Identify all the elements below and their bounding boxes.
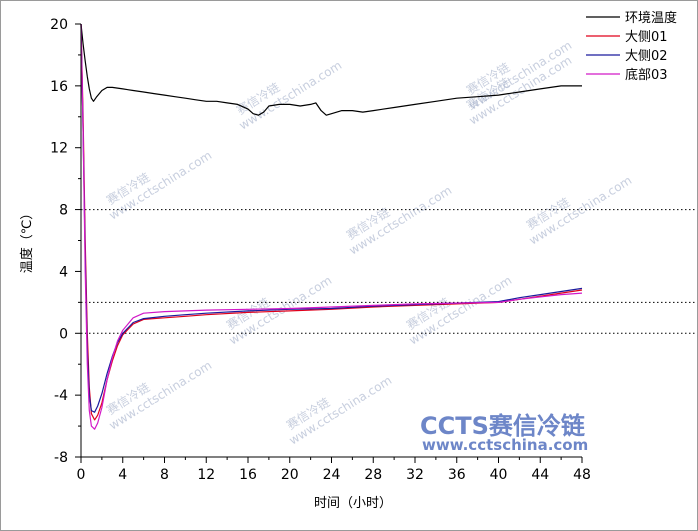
series-line-1 (80, 23, 582, 116)
reference-lines (81, 209, 697, 334)
y-tick-label: 8 (59, 203, 68, 219)
x-tick-label: 0 (77, 467, 86, 483)
y-axis-title: 温度（℃） (19, 207, 35, 274)
legend-label: 大侧02 (625, 49, 668, 64)
x-tick-label: 8 (160, 467, 169, 483)
x-tick-label: 40 (490, 467, 508, 483)
y-tick-label: 20 (50, 17, 68, 33)
legend-label: 底部03 (625, 67, 668, 83)
series-line-4 (80, 23, 583, 430)
x-tick-label: 36 (448, 467, 466, 483)
x-tick-label: 44 (531, 467, 549, 483)
x-tick-label: 4 (118, 467, 127, 483)
logo-url: www.cctschina.com (422, 436, 588, 454)
y-tick-label: 16 (50, 79, 68, 95)
y-tick-label: 12 (50, 141, 68, 157)
x-tick-label: 12 (197, 467, 215, 483)
x-tick-label: 20 (281, 467, 299, 483)
y-tick-label: -8 (54, 450, 68, 466)
y-tick-label: 0 (59, 326, 68, 342)
legend-label: 环境温度 (625, 10, 677, 26)
y-tick-label: 4 (59, 264, 68, 280)
x-tick-label: 48 (573, 467, 591, 483)
x-tick-label: 32 (406, 467, 424, 483)
y-tick-label: -4 (54, 388, 68, 404)
x-axis-title: 时间（小时） (314, 496, 392, 511)
x-tick-label: 28 (364, 467, 382, 483)
watermark-logo: CCTS赛信冷链 www.cctschina.com (420, 412, 588, 454)
x-tick-label: 24 (323, 467, 341, 483)
series-layer (80, 23, 583, 430)
logo-title: CCTS赛信冷链 (420, 412, 586, 440)
legend-label: 大侧01 (625, 30, 668, 45)
x-tick-label: 16 (239, 467, 257, 483)
